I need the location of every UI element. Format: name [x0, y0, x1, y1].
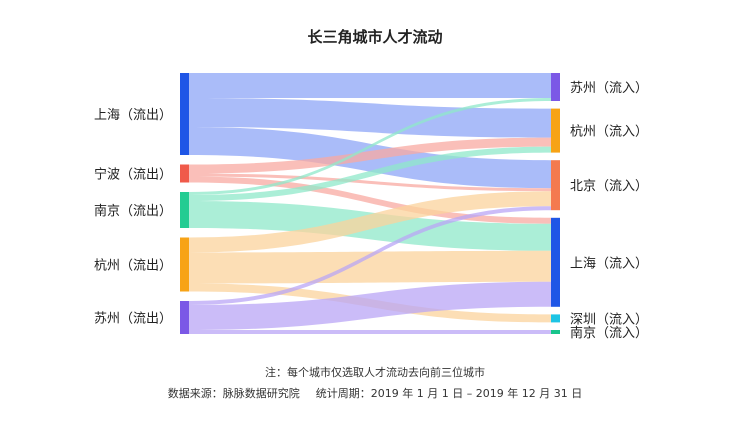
target-label-sz: 苏州（流入） [570, 80, 648, 96]
target-label-bj: 北京（流入） [570, 179, 648, 194]
target-node-bj [551, 160, 560, 211]
link-nj-to-hz [189, 146, 551, 201]
target-node-nj [551, 330, 560, 334]
sankey-nodes [180, 73, 560, 334]
source-label-sh: 上海（流出） [94, 108, 172, 123]
source-label-hz: 杭州（流出） [94, 259, 172, 274]
link-sz-to-bj [189, 206, 551, 305]
source-label-nj: 南京（流出） [94, 203, 172, 219]
target-label-hz: 杭州（流入） [570, 125, 648, 140]
source-node-nb [180, 164, 189, 183]
target-node-sz [551, 73, 560, 101]
target-node-szn [551, 314, 560, 323]
link-hz-to-bj [189, 191, 551, 253]
target-node-hz [551, 108, 560, 153]
target-node-sh [551, 217, 560, 307]
source-line: 数据来源：脉脉数据研究院 统计周期：2019 年 1 月 1 日 – 2019 年… [0, 385, 750, 401]
chart-title: 长三角城市人才流动 [307, 28, 443, 46]
footnote: 注：每个城市仅选取人才流动去向前三位城市 [265, 366, 485, 379]
data-source: 数据来源：脉脉数据研究院 [167, 387, 300, 400]
source-node-sh [180, 73, 189, 155]
source-label-sz: 苏州（流出） [94, 311, 172, 327]
source-label-nb: 宁波（流出） [94, 167, 172, 183]
link-sh-to-hz [189, 98, 551, 138]
source-node-hz [180, 237, 189, 292]
link-nb-to-hz [189, 137, 551, 174]
source-node-nj [180, 192, 189, 228]
link-nb-to-sh [189, 176, 551, 224]
link-nb-to-bj [189, 173, 551, 192]
link-nj-to-sz [189, 98, 551, 195]
stat-period: 统计周期：2019 年 1 月 1 日 – 2019 年 12 月 31 日 [315, 387, 583, 400]
link-sh-to-sz [189, 73, 551, 98]
target-label-szn: 深圳（流入） [570, 312, 648, 327]
link-sz-to-nj [189, 330, 551, 334]
source-node-sz [180, 301, 189, 334]
target-label-nj: 南京（流入） [570, 325, 648, 341]
link-hz-to-sh [189, 250, 551, 284]
sankey-links [189, 73, 551, 334]
link-sz-to-sh [189, 281, 551, 330]
sankey-labels: 上海（流出） 宁波（流出） 南京（流出） 杭州（流出） 苏州（流出） 苏州（流入） 杭州（流… [94, 80, 648, 341]
target-label-sh: 上海（流入） [570, 256, 648, 271]
